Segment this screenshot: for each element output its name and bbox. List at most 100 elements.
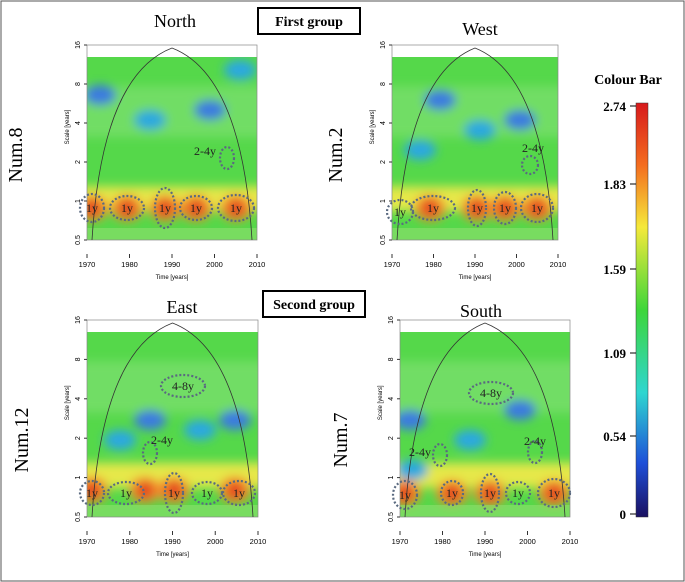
- annotation-ring: [108, 194, 146, 222]
- y-tick-label: 0.5: [75, 512, 82, 522]
- y-tick-label: 4: [380, 121, 387, 125]
- annotation-ring: [216, 193, 256, 223]
- hot-spot: [470, 199, 484, 217]
- hot-spot: [445, 484, 459, 502]
- series-label: Num.7: [330, 413, 352, 468]
- x-tick-label: 2010: [550, 260, 567, 269]
- y-tick-label: 16: [75, 316, 82, 324]
- annotation-label: 1y: [427, 201, 439, 215]
- y-tick-label: 16: [75, 41, 82, 49]
- x-tick-label: 1970: [384, 260, 401, 269]
- annotation-label: 2-4y: [151, 433, 173, 447]
- cool-spot: [194, 100, 226, 120]
- y-tick-label: 0.5: [388, 512, 395, 522]
- heatmap: [87, 57, 257, 240]
- annotation-label: 1y: [120, 486, 132, 500]
- plot-frame: [399, 319, 571, 518]
- hot-spot: [400, 484, 412, 502]
- annotation-ring: [466, 188, 488, 228]
- cone-of-influence: [91, 47, 253, 241]
- annotation-label: 1y: [121, 201, 133, 215]
- cool-spot: [504, 110, 536, 130]
- y-tick-label: 0.5: [380, 235, 387, 245]
- x-tick-label: 2010: [562, 537, 579, 546]
- annotation-ring: [78, 192, 106, 224]
- annotation-label: 2-4y: [522, 141, 544, 155]
- annotation-ring: [218, 145, 236, 171]
- annotation-label: 1y: [446, 486, 458, 500]
- cone-of-influence: [396, 47, 554, 241]
- annotation-ring: [153, 186, 177, 230]
- y-tick-label: 4: [75, 397, 82, 401]
- bottom-stripes: [400, 505, 570, 517]
- hot-spot: [483, 484, 497, 502]
- cool-spot: [224, 60, 256, 80]
- annotation-label: 1y: [86, 486, 98, 500]
- annotation-label: 1y: [168, 486, 180, 500]
- annotation-label: 1y: [399, 488, 411, 502]
- annotation-label: 1y: [201, 486, 213, 500]
- cool-spot: [104, 430, 136, 450]
- y-tick-label: 1: [75, 199, 82, 203]
- cool-spot: [134, 110, 166, 130]
- x-tick-label: 2000: [207, 537, 224, 546]
- annotation-ring: [519, 192, 555, 224]
- y-tick-label: 8: [75, 357, 82, 361]
- x-tick-label: 1990: [164, 537, 181, 546]
- annotation-label: 1y: [484, 486, 496, 500]
- cool-spot: [424, 90, 456, 110]
- cool-spot: [87, 85, 116, 105]
- x-tick-label: 2000: [519, 537, 536, 546]
- hot-spot: [547, 484, 561, 502]
- annotation-label: 1y: [233, 486, 245, 500]
- hot-spot: [423, 199, 437, 217]
- y-tick-label: 2: [388, 436, 395, 440]
- annotation-ring: [479, 472, 501, 514]
- hot-spot: [158, 199, 172, 217]
- hot-spot: [87, 481, 99, 499]
- annotation-ring: [492, 190, 518, 226]
- plot-frame: [86, 44, 258, 241]
- cone-of-influence: [91, 322, 254, 518]
- y-axis-label: Scale [years]: [370, 109, 376, 144]
- cool-spot: [400, 460, 428, 480]
- hot-spot: [167, 481, 181, 499]
- cool-spot: [400, 410, 426, 430]
- annotation-ring: [178, 194, 214, 222]
- annotation-ring: [504, 480, 532, 506]
- colour-bar-title: Colour Bar: [594, 73, 662, 88]
- colour-bar-label: 0: [620, 507, 627, 522]
- colour-bar-label: 0.54: [603, 429, 626, 444]
- annotation-label: 4-8y: [480, 386, 502, 400]
- heatmap-blobs: [87, 60, 257, 221]
- annotation-label: 1y: [548, 486, 560, 500]
- group-label: First group: [275, 15, 343, 30]
- x-tick-label: 2000: [206, 260, 223, 269]
- annotation-ring: [159, 373, 207, 399]
- hot-spot: [530, 199, 544, 217]
- panel-title: South: [460, 301, 502, 321]
- annotation-label: 1y: [86, 201, 98, 215]
- x-axis-label: Time [years]: [459, 275, 492, 281]
- x-tick-label: 1990: [467, 260, 484, 269]
- x-axis-label: Time [years]: [156, 552, 189, 558]
- annotation-ring: [391, 479, 419, 511]
- annotation-label: 1y: [394, 205, 406, 219]
- x-tick-label: 1990: [477, 537, 494, 546]
- cool-spot: [184, 420, 216, 440]
- hot-spot: [120, 199, 134, 217]
- y-tick-label: 4: [75, 121, 82, 125]
- annotation-label: 1y: [512, 486, 524, 500]
- y-tick-label: 2: [75, 436, 82, 440]
- cool-spot: [454, 430, 486, 450]
- heatmap: [392, 57, 558, 240]
- colour-bar: [635, 102, 649, 518]
- annotation-label: 2-4y: [524, 434, 546, 448]
- y-tick-label: 8: [75, 82, 82, 86]
- colour-bar-label: 1.09: [603, 346, 626, 361]
- cool-spot: [464, 120, 496, 140]
- annotation-label: 1y: [159, 201, 171, 215]
- x-tick-label: 1970: [79, 537, 96, 546]
- y-axis-label: Scale [years]: [65, 109, 71, 144]
